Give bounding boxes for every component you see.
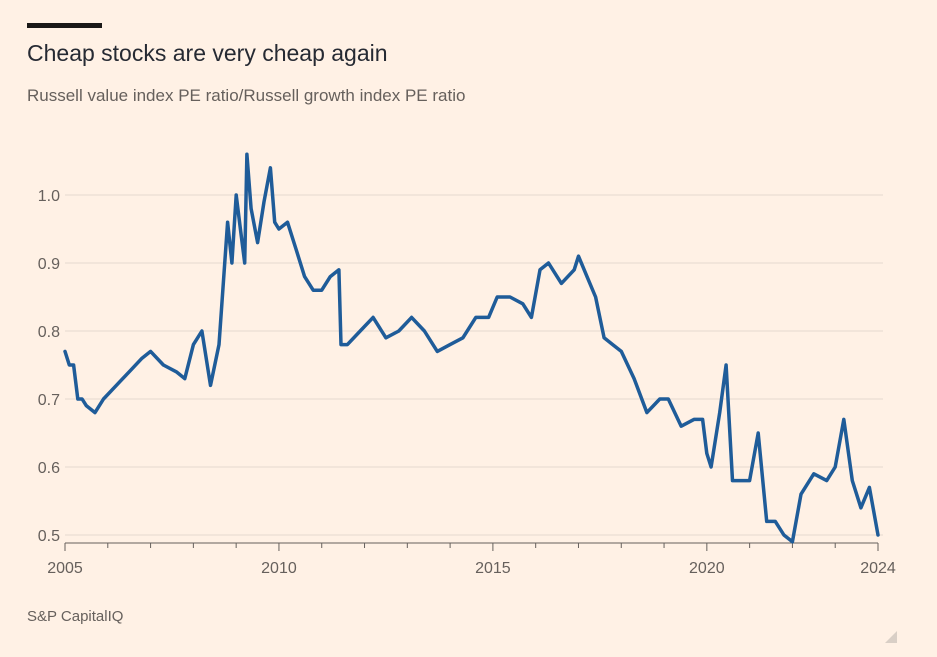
series-line-0 — [63, 152, 880, 544]
resize-corner-icon — [885, 631, 897, 643]
y-tick-label: 0.9 — [38, 256, 60, 273]
x-tick-label: 2020 — [689, 560, 725, 577]
y-tick-label: 0.6 — [38, 460, 60, 477]
source-note: S&P CapitalIQ — [27, 608, 124, 625]
title-accent-bar — [27, 23, 102, 28]
chart-subtitle: Russell value index PE ratio/Russell gro… — [27, 86, 466, 105]
y-axis-ticks: 0.5 0.6 0.7 0.8 0.9 1.0 — [38, 188, 60, 545]
y-tick-label: 0.7 — [38, 392, 60, 409]
x-axis: 2005 2010 2015 2020 2024 — [47, 542, 896, 577]
x-tick-label: 2024 — [860, 560, 896, 577]
y-tick-label: 1.0 — [38, 188, 60, 205]
chart-title: Cheap stocks are very cheap again — [27, 40, 388, 66]
grid-layer — [65, 194, 883, 536]
x-tick-label: 2010 — [261, 560, 297, 577]
x-tick-label: 2005 — [47, 560, 83, 577]
x-tick-label: 2015 — [475, 560, 511, 577]
y-tick-label: 0.5 — [38, 528, 60, 545]
series-layer — [63, 152, 880, 544]
y-tick-label: 0.8 — [38, 324, 60, 341]
